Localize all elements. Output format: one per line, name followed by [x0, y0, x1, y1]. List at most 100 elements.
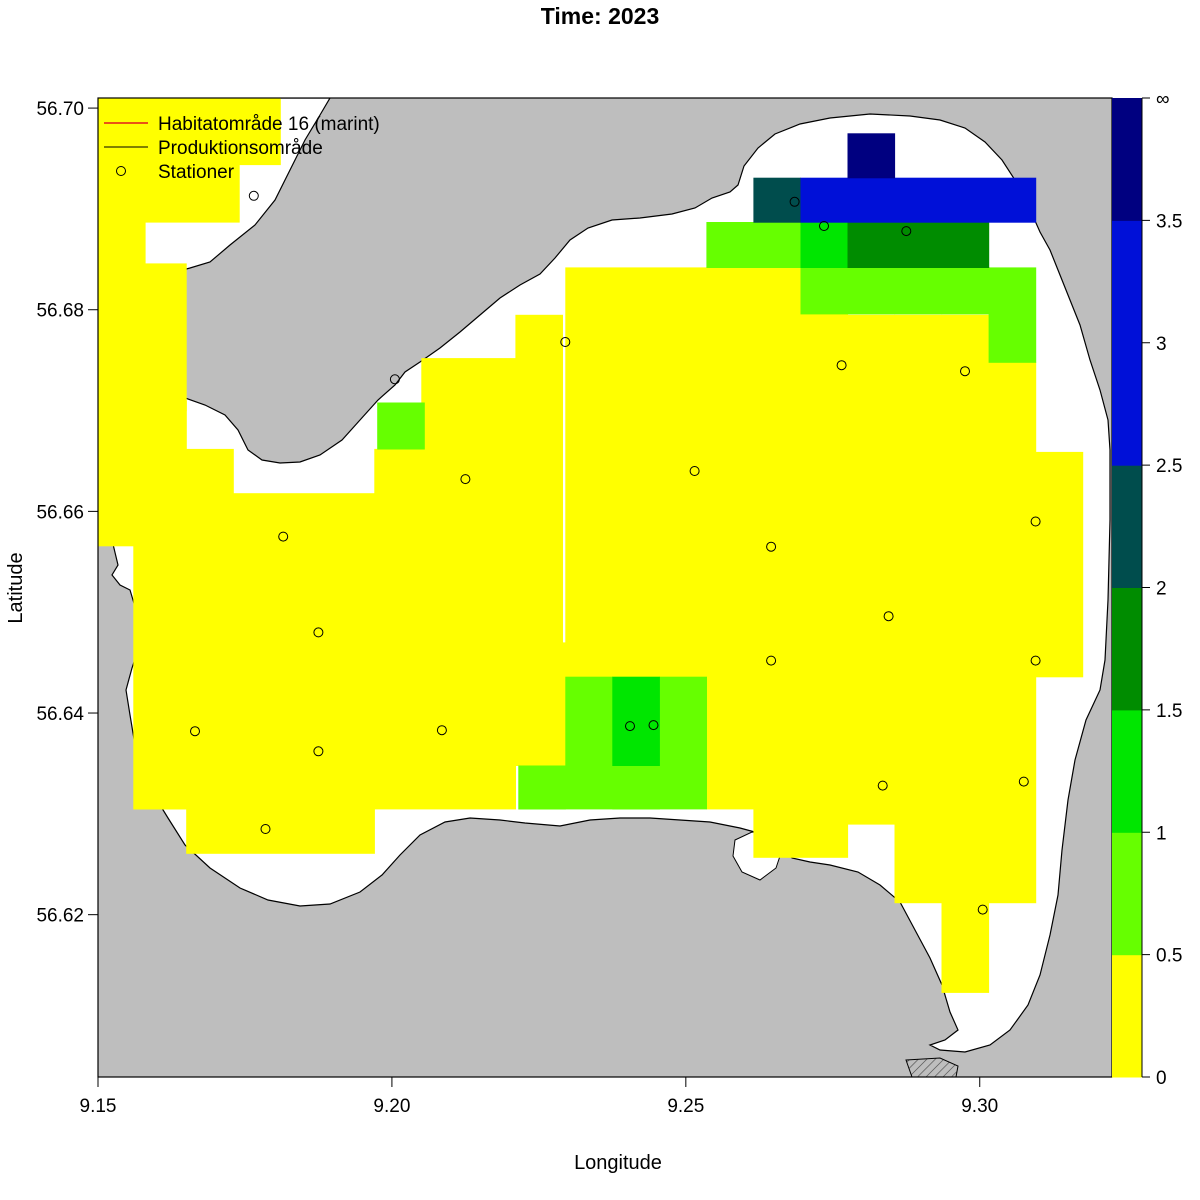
station-marker-8 [460, 474, 471, 485]
color-scale-step-1 [1112, 832, 1142, 956]
heatmap-cell-19 [988, 362, 1037, 904]
heatmap-cell-11 [515, 314, 563, 644]
heatmap-cell-1 [145, 263, 187, 412]
station-marker-11 [766, 541, 777, 552]
heatmap-cell-7 [186, 808, 375, 854]
color-scale-step-4 [1112, 465, 1142, 588]
heatmap-cell-12 [515, 642, 566, 766]
y-tick-label-1: 56.64 [36, 704, 84, 725]
heatmap-cell-2 [145, 98, 240, 223]
heatmap-cell-5 [98, 448, 234, 547]
station-marker-16 [1030, 655, 1041, 666]
station-marker-15 [766, 655, 777, 666]
x-axis: 9.15 9.20 9.25 9.30 [80, 1077, 998, 1117]
legend-stationer-label: Stationer [158, 162, 235, 183]
heatmap-cell-8 [233, 493, 375, 810]
color-scale-step-0 [1112, 954, 1142, 1078]
color-scale-label-1: 0.5 [1156, 946, 1182, 967]
heatmap-cell-29 [612, 676, 660, 766]
legend-habitat-label: Habitatområde 16 (marint) [158, 114, 380, 135]
station-marker-12 [1030, 516, 1041, 527]
heatmap-cell-33 [800, 177, 1037, 223]
heatmap-cell-6 [133, 545, 234, 810]
heatmap-cell-23 [565, 676, 613, 810]
station-marker-5 [901, 226, 912, 237]
color-scale-step-6 [1112, 220, 1142, 344]
color-scale-step-3 [1112, 587, 1142, 711]
station-marker-18 [436, 725, 447, 736]
heatmap-cell-15 [753, 267, 849, 858]
station-marker-20 [648, 720, 659, 731]
color-scale-label-5: 2.5 [1156, 456, 1182, 477]
heatmap-cell-34 [847, 133, 896, 179]
color-scale-label-4: 2 [1156, 579, 1167, 600]
color-scale-bar: 0 0.5 1 1.5 2 2.5 3 3.5 ∞ [1112, 89, 1182, 1089]
heatmap-cell-20 [1035, 451, 1084, 678]
heatmap-cell-16 [847, 314, 896, 825]
station-marker-21 [313, 746, 324, 757]
heatmap-cell-21 [377, 402, 425, 450]
y-tick-label-2: 56.66 [36, 502, 84, 523]
heatmap-cell-31 [847, 222, 990, 268]
y-tick-label-0: 56.62 [36, 906, 84, 927]
color-scale-label-6: 3 [1156, 334, 1167, 355]
station-marker-3 [789, 196, 800, 207]
station-marker-25 [977, 904, 988, 915]
heatmap-cell-27 [800, 267, 990, 315]
x-tick-label-2: 9.25 [667, 1096, 704, 1117]
legend: Habitatområde 16 (marint) Produktionsomr… [104, 114, 380, 183]
heatmap-cells [98, 98, 1084, 993]
heatmap-cell-28 [988, 267, 1037, 363]
station-markers [190, 190, 1041, 915]
station-marker-14 [883, 611, 894, 622]
y-tick-label-3: 56.68 [36, 301, 84, 322]
heatmap-cell-30 [800, 222, 849, 268]
heatmap-cell-17 [894, 314, 943, 904]
station-marker-22 [877, 780, 888, 791]
station-marker-7 [960, 366, 970, 377]
station-marker-1 [389, 374, 400, 385]
x-tick-label-0: 9.15 [80, 1096, 117, 1117]
y-axis: 56.62 56.64 56.66 56.68 56.70 [36, 99, 98, 927]
heatmap-cell-3 [239, 98, 281, 166]
station-marker-4 [819, 221, 829, 231]
x-tick-label-3: 9.30 [961, 1096, 998, 1117]
color-scale-label-0: 0 [1156, 1068, 1167, 1089]
heatmap-cell-24 [659, 676, 707, 810]
heatmap-cell-10 [421, 358, 516, 450]
color-scale-label-7: 3.5 [1156, 211, 1182, 232]
color-scale-label-8: ∞ [1156, 89, 1170, 110]
legend-produktion-label: Produktionsområde [158, 138, 323, 159]
y-tick-label-4: 56.70 [36, 99, 84, 120]
station-marker-10 [278, 531, 289, 542]
color-scale-step-5 [1112, 342, 1142, 466]
x-axis-label: Longitude [574, 1152, 662, 1174]
heatmap-cell-9 [374, 448, 516, 810]
station-marker-19 [625, 721, 635, 732]
heatmap-cell-25 [612, 765, 660, 810]
heatmap-cell-32 [753, 177, 801, 223]
chart-title: Time: 2023 [541, 3, 659, 29]
station-marker-2 [560, 337, 571, 347]
color-scale-label-3: 1.5 [1156, 701, 1182, 722]
color-scale-step-2 [1112, 709, 1142, 833]
heatmap-cell-13 [565, 267, 707, 678]
station-marker-9 [689, 466, 700, 476]
station-marker-17 [190, 726, 200, 737]
station-marker-0 [248, 190, 259, 201]
station-marker-6 [836, 360, 847, 371]
station-marker-13 [313, 627, 324, 638]
x-tick-label-1: 9.20 [373, 1096, 410, 1117]
map-panel [98, 98, 1112, 1077]
color-scale-label-2: 1 [1156, 823, 1167, 844]
heatmap-cell-26 [706, 222, 802, 268]
heatmap-cell-18 [941, 314, 990, 993]
y-axis-label: Latitude [5, 552, 27, 623]
station-marker-23 [1018, 776, 1029, 787]
heatmap-cell-22 [518, 765, 566, 810]
station-marker-24 [260, 824, 271, 834]
color-scale-step-7 [1112, 98, 1142, 221]
heatmap-cell-14 [706, 267, 754, 810]
legend-station-marker [116, 166, 126, 176]
